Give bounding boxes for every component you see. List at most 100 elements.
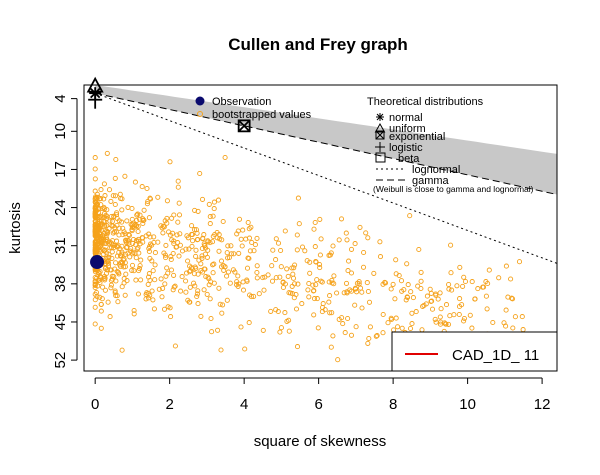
- bootstrap-point: [208, 279, 214, 285]
- bootstrap-point: [209, 239, 216, 245]
- bootstrap-point: [202, 242, 208, 249]
- bootstrap-point: [335, 357, 341, 363]
- bootstrap-point: [106, 251, 112, 257]
- bootstrap-point: [167, 305, 173, 311]
- bootstrap-point: [92, 281, 98, 287]
- bootstrap-point: [175, 184, 181, 190]
- bootstrap-point: [135, 211, 141, 217]
- bootstrap-point: [140, 220, 146, 227]
- x-tick-label: 0: [91, 396, 99, 413]
- bootstrap-point: [199, 196, 206, 202]
- bootstrap-point: [490, 319, 496, 326]
- bootstrap-point: [133, 255, 139, 261]
- bootstrap-point: [509, 295, 515, 301]
- bootstrap-point: [147, 292, 153, 298]
- bootstrap-point: [437, 290, 443, 296]
- bootstrap-point: [96, 270, 102, 276]
- bootstrap-point: [168, 267, 175, 273]
- y-tick-label: 52: [52, 352, 69, 369]
- bootstrap-point: [162, 218, 168, 224]
- bootstrap-point: [418, 269, 424, 275]
- bootstrap-point: [215, 197, 222, 203]
- legend-theoretical: Theoretical distributions normal uniform…: [367, 96, 534, 194]
- bootstrap-point: [189, 231, 195, 237]
- bootstrap-point: [106, 187, 113, 193]
- bootstrap-point: [231, 251, 237, 257]
- bootstrap-point: [104, 223, 110, 229]
- bootstrap-point: [334, 290, 340, 296]
- bootstrap-point: [361, 249, 367, 256]
- bootstrap-point: [186, 299, 192, 305]
- bootstrap-legend-marker: [197, 111, 203, 117]
- chart-title: Cullen and Frey graph: [228, 35, 407, 54]
- bootstrap-point: [244, 265, 251, 271]
- bootstrap-point: [197, 170, 203, 177]
- bootstrap-point: [194, 230, 200, 236]
- bootstrap-point: [92, 242, 98, 248]
- bootstrap-point: [408, 289, 414, 295]
- bootstrap-point: [97, 279, 103, 286]
- bootstrap-point: [393, 315, 399, 321]
- bootstrap-point: [141, 207, 147, 213]
- bootstrap-point: [93, 289, 100, 296]
- bootstrap-point: [352, 302, 358, 308]
- bootstrap-point: [177, 242, 183, 248]
- bootstrap-point: [418, 285, 424, 292]
- bootstrap-point: [161, 250, 167, 256]
- bootstrap-point: [187, 269, 193, 275]
- bootstrap-point: [206, 201, 212, 207]
- bootstrap-point: [228, 251, 235, 257]
- bootstrap-point: [205, 238, 211, 244]
- bootstrap-point: [348, 246, 355, 252]
- bootstrap-point: [136, 268, 142, 274]
- bootstrap-point: [433, 319, 439, 325]
- bootstrap-point: [129, 228, 135, 234]
- bootstrap-point: [111, 213, 117, 219]
- bootstrap-point: [365, 235, 371, 241]
- bootstrap-point: [224, 273, 230, 279]
- bootstrap-point: [447, 313, 453, 319]
- bootstrap-point: [284, 266, 290, 272]
- bootstrap-point: [520, 327, 526, 333]
- bootstrap-point: [112, 175, 118, 181]
- bootstrap-point: [193, 227, 199, 233]
- bootstrap-point: [156, 286, 162, 292]
- bootstrap-point: [92, 321, 98, 327]
- bootstrap-point: [462, 278, 469, 285]
- bootstrap-point: [445, 321, 452, 327]
- bootstrap-point: [116, 225, 122, 231]
- bootstrap-point: [311, 226, 317, 232]
- x-tick-label: 8: [389, 396, 397, 413]
- bootstrap-point: [126, 238, 132, 244]
- bootstrap-point: [292, 262, 298, 268]
- bootstrap-point: [160, 223, 166, 229]
- bootstrap-point: [235, 283, 241, 289]
- exponential-point: [237, 119, 251, 133]
- bootstrap-point: [96, 220, 102, 226]
- x-axis: 0 2 4 6 8 10 12: [91, 377, 550, 413]
- bootstrap-point: [198, 313, 204, 319]
- bootstrap-point: [327, 310, 333, 316]
- bootstrap-point: [322, 307, 328, 313]
- bootstrap-point: [102, 214, 108, 220]
- bootstrap-point: [195, 236, 201, 243]
- bootstrap-point: [155, 194, 161, 200]
- bootstrap-point: [240, 227, 246, 233]
- bootstrap-point: [252, 242, 258, 248]
- bootstrap-point: [147, 277, 153, 283]
- bootstrap-point: [247, 248, 253, 254]
- bootstrap-point: [363, 230, 369, 236]
- bootstrap-point: [97, 269, 103, 275]
- y-tick-label: 31: [52, 237, 69, 254]
- bootstrap-point: [129, 267, 135, 273]
- square-icon: [375, 152, 386, 163]
- bootstrap-point: [113, 278, 119, 284]
- bootstrap-point: [101, 248, 107, 254]
- bootstrap-point: [98, 227, 104, 233]
- bootstrap-point: [295, 195, 301, 201]
- bootstrap-point: [398, 278, 405, 284]
- bootstrap-point: [115, 299, 121, 305]
- legend-observation: Observation bootstrapped values: [195, 96, 312, 121]
- bootstrap-point: [134, 246, 140, 252]
- bootstrap-point: [167, 232, 173, 238]
